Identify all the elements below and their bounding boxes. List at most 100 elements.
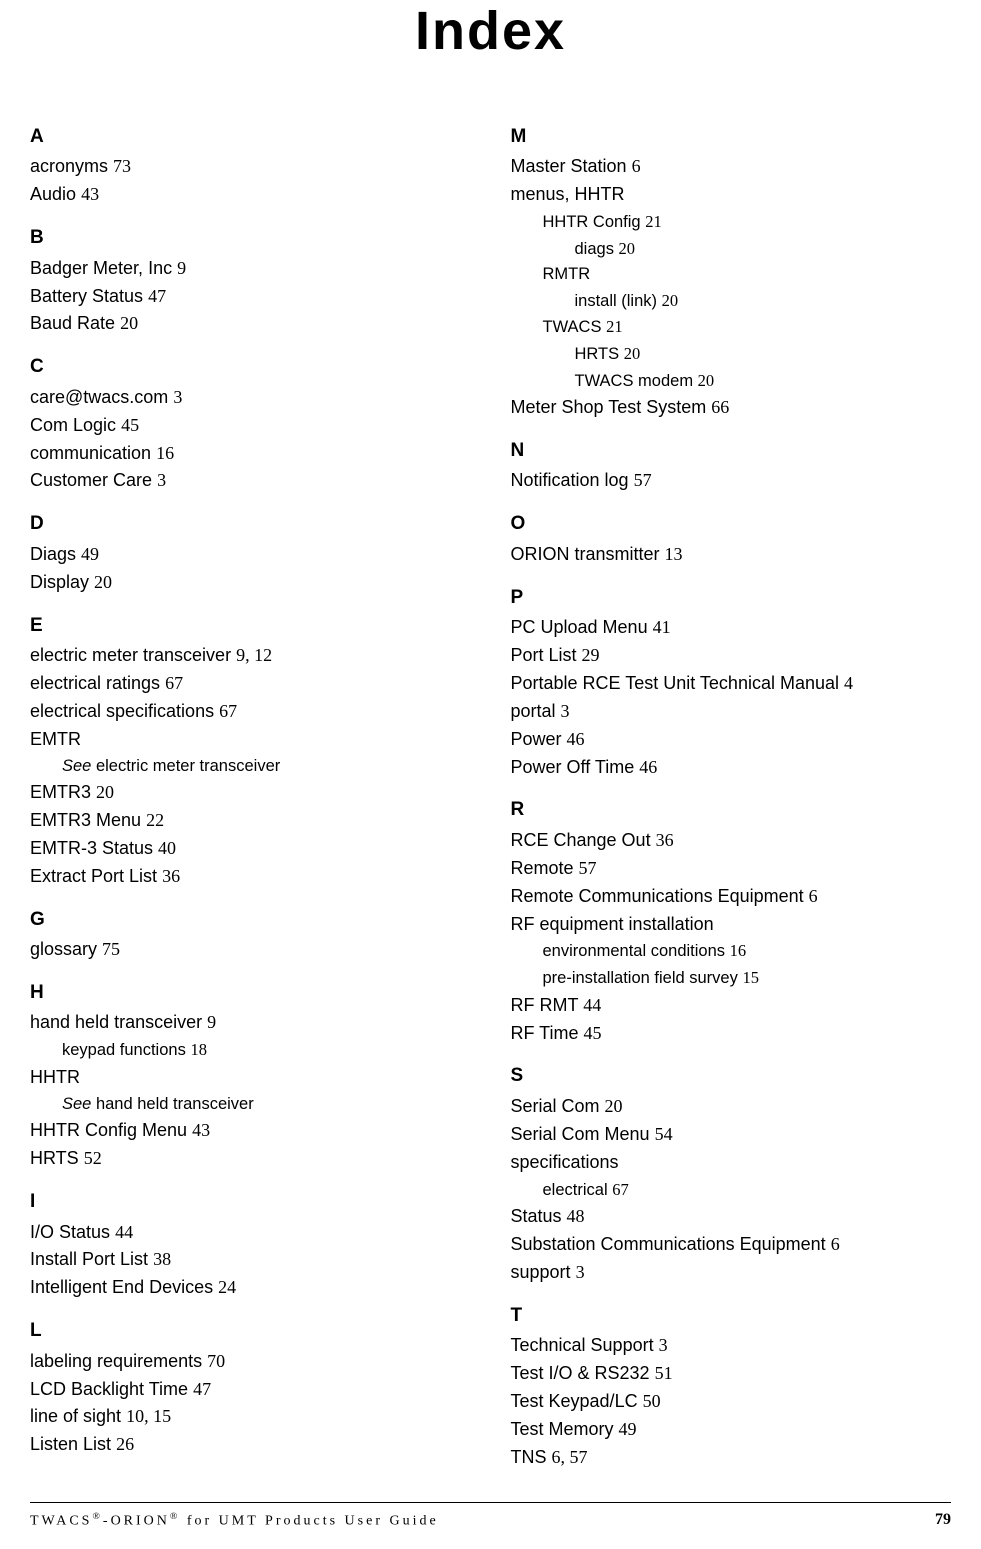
index-entry: Portable RCE Test Unit Technical Manual … bbox=[511, 670, 952, 698]
index-term: Remote Communications Equipment bbox=[511, 886, 804, 906]
index-term: HRTS bbox=[30, 1148, 79, 1168]
index-entry: Test I/O & RS232 51 bbox=[511, 1360, 952, 1388]
index-term: install (link) bbox=[575, 292, 658, 310]
index-pages: 20 bbox=[624, 344, 641, 363]
index-pages: 51 bbox=[655, 1363, 673, 1383]
index-entry: Baud Rate 20 bbox=[30, 310, 471, 338]
index-term: diags bbox=[575, 240, 614, 258]
index-entry: electrical 67 bbox=[543, 1177, 952, 1204]
index-entry: HHTR Config 21 bbox=[543, 209, 952, 236]
index-letter: O bbox=[511, 509, 952, 538]
index-pages: 45 bbox=[121, 415, 139, 435]
index-entry: HHTR Config Menu 43 bbox=[30, 1117, 471, 1145]
index-term: Master Station bbox=[511, 156, 627, 176]
index-pages: 21 bbox=[606, 317, 623, 336]
index-entry: labeling requirements 70 bbox=[30, 1348, 471, 1376]
index-column-right: MMaster Station 6menus, HHTRHHTR Config … bbox=[511, 122, 952, 1472]
index-pages: 44 bbox=[115, 1222, 133, 1242]
index-term: HHTR bbox=[30, 1067, 80, 1087]
index-pages: 46 bbox=[567, 729, 585, 749]
index-letter: G bbox=[30, 905, 471, 934]
index-pages: 13 bbox=[665, 544, 683, 564]
index-entry: Audio 43 bbox=[30, 181, 471, 209]
index-entry: Technical Support 3 bbox=[511, 1332, 952, 1360]
index-letter: H bbox=[30, 978, 471, 1007]
index-entry: EMTR3 Menu 22 bbox=[30, 807, 471, 835]
index-term: support bbox=[511, 1262, 571, 1282]
index-term: HRTS bbox=[575, 345, 620, 363]
index-term: Extract Port List bbox=[30, 866, 157, 886]
index-term: Meter Shop Test System bbox=[511, 397, 707, 417]
index-entry: Battery Status 47 bbox=[30, 283, 471, 311]
index-term: Substation Communications Equipment bbox=[511, 1234, 826, 1254]
index-entry: EMTR3 20 bbox=[30, 779, 471, 807]
index-entry: Master Station 6 bbox=[511, 153, 952, 181]
index-letter: I bbox=[30, 1187, 471, 1216]
index-pages: 20 bbox=[698, 371, 715, 390]
index-entry: Extract Port List 36 bbox=[30, 863, 471, 891]
index-entry: menus, HHTR bbox=[511, 181, 952, 209]
index-term: Battery Status bbox=[30, 286, 143, 306]
index-term: Display bbox=[30, 572, 89, 592]
index-term: Intelligent End Devices bbox=[30, 1277, 213, 1297]
index-entry: PC Upload Menu 41 bbox=[511, 614, 952, 642]
index-term: pre-installation field survey bbox=[543, 969, 738, 987]
index-entry: Test Keypad/LC 50 bbox=[511, 1388, 952, 1416]
index-term: EMTR3 Menu bbox=[30, 810, 141, 830]
index-column-left: Aacronyms 73Audio 43BBadger Meter, Inc 9… bbox=[30, 122, 471, 1472]
index-entry: communication 16 bbox=[30, 440, 471, 468]
index-entry: Power Off Time 46 bbox=[511, 754, 952, 782]
index-pages: 20 bbox=[96, 782, 114, 802]
index-term: Badger Meter, Inc bbox=[30, 258, 172, 278]
index-pages: 41 bbox=[653, 617, 671, 637]
index-entry: Remote Communications Equipment 6 bbox=[511, 883, 952, 911]
index-letter: E bbox=[30, 611, 471, 640]
index-term: Power Off Time bbox=[511, 757, 635, 777]
index-term: environmental conditions bbox=[543, 942, 726, 960]
index-entry: specifications bbox=[511, 1149, 952, 1177]
index-term: care@twacs.com bbox=[30, 387, 168, 407]
index-pages: 16 bbox=[156, 443, 174, 463]
index-see-reference: See electric meter transceiver bbox=[62, 754, 471, 780]
index-see-reference: See hand held transceiver bbox=[62, 1092, 471, 1118]
index-entry: TNS 6, 57 bbox=[511, 1444, 952, 1472]
index-pages: 15 bbox=[742, 968, 759, 987]
index-pages: 22 bbox=[146, 810, 164, 830]
index-term: PC Upload Menu bbox=[511, 617, 648, 637]
index-term: portal bbox=[511, 701, 556, 721]
index-pages: 21 bbox=[645, 212, 662, 231]
index-entry: LCD Backlight Time 47 bbox=[30, 1376, 471, 1404]
index-pages: 70 bbox=[207, 1351, 225, 1371]
index-entry: Status 48 bbox=[511, 1203, 952, 1231]
index-pages: 75 bbox=[102, 939, 120, 959]
index-pages: 26 bbox=[116, 1434, 134, 1454]
index-entry: electric meter transceiver 9, 12 bbox=[30, 642, 471, 670]
index-term: EMTR-3 Status bbox=[30, 838, 153, 858]
index-pages: 50 bbox=[643, 1391, 661, 1411]
index-entry: RF equipment installation bbox=[511, 911, 952, 939]
index-term: EMTR bbox=[30, 729, 81, 749]
index-term: electrical specifications bbox=[30, 701, 214, 721]
index-pages: 49 bbox=[619, 1419, 637, 1439]
index-pages: 45 bbox=[584, 1023, 602, 1043]
index-entry: install (link) 20 bbox=[575, 288, 952, 315]
index-pages: 6 bbox=[632, 156, 641, 176]
index-entry: RCE Change Out 36 bbox=[511, 827, 952, 855]
index-term: HHTR Config bbox=[543, 213, 641, 231]
index-pages: 6, 57 bbox=[552, 1447, 588, 1467]
index-entry: Meter Shop Test System 66 bbox=[511, 394, 952, 422]
index-entry: support 3 bbox=[511, 1259, 952, 1287]
index-term: menus, HHTR bbox=[511, 184, 625, 204]
index-term: RF RMT bbox=[511, 995, 579, 1015]
footer-page-number: 79 bbox=[935, 1511, 951, 1529]
index-pages: 20 bbox=[605, 1096, 623, 1116]
index-pages: 20 bbox=[120, 313, 138, 333]
index-pages: 20 bbox=[94, 572, 112, 592]
index-term: line of sight bbox=[30, 1406, 121, 1426]
index-entry: EMTR bbox=[30, 726, 471, 754]
page-title: Index bbox=[30, 0, 951, 62]
index-entry: Serial Com 20 bbox=[511, 1093, 952, 1121]
index-term: Test Memory bbox=[511, 1419, 614, 1439]
index-term: hand held transceiver bbox=[30, 1012, 202, 1032]
index-entry: line of sight 10, 15 bbox=[30, 1403, 471, 1431]
